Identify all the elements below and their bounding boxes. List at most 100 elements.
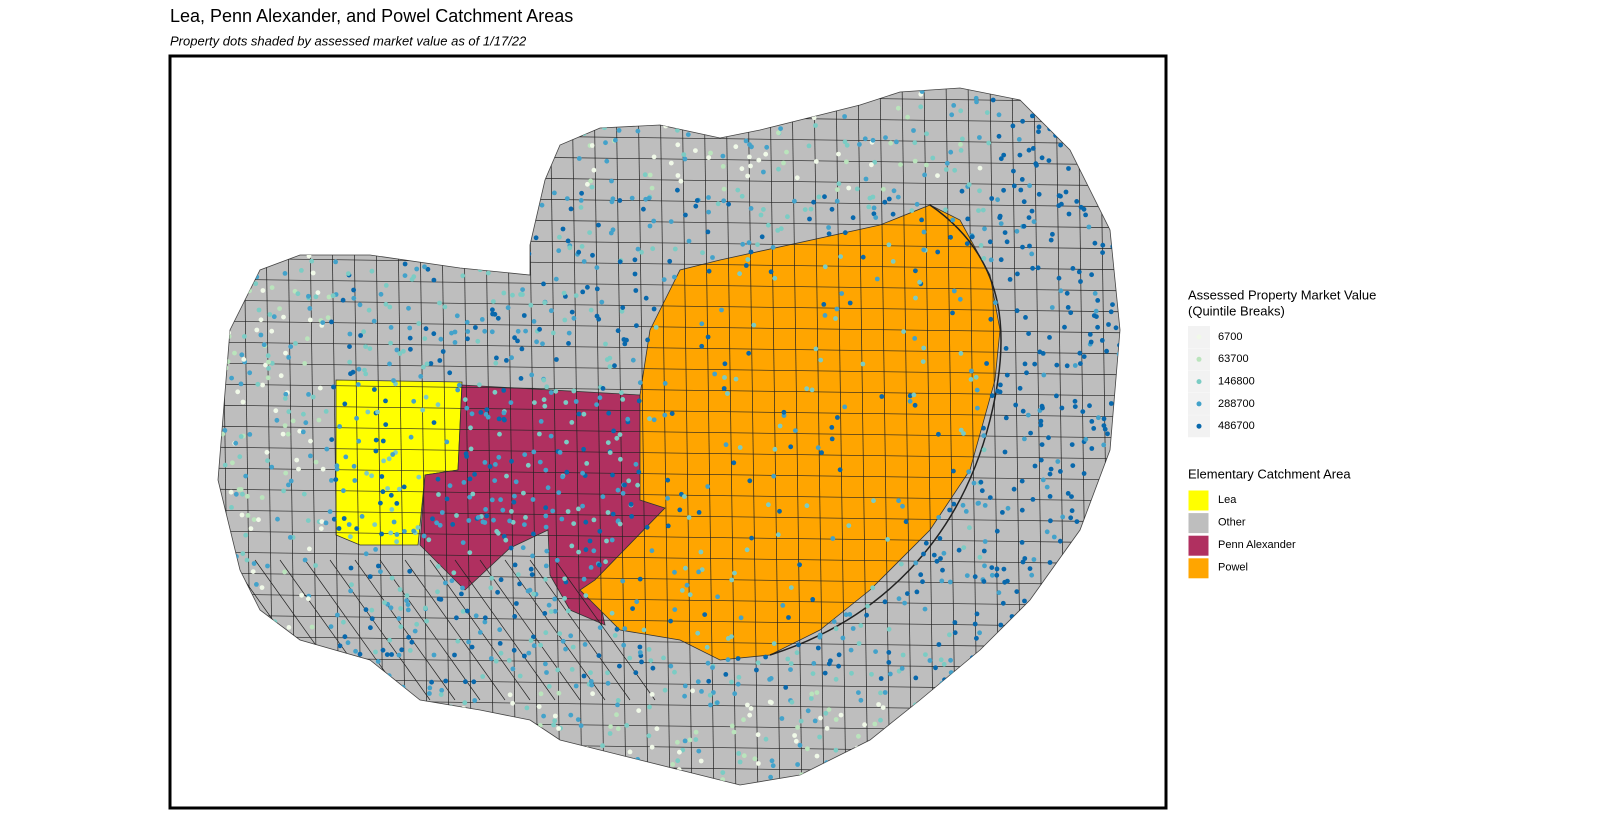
- property-dot: [273, 743, 278, 749]
- property-dot: [337, 424, 342, 429]
- property-dot: [269, 285, 275, 290]
- property-dot: [922, 606, 928, 612]
- property-dot: [421, 533, 427, 539]
- property-dot: [388, 93, 394, 98]
- property-dot: [882, 599, 888, 605]
- property-dot: [318, 218, 324, 224]
- property-dot: [981, 579, 987, 584]
- property-dot: [497, 90, 503, 96]
- property-dot: [265, 458, 270, 464]
- property-dot: [373, 705, 379, 710]
- property-dot: [632, 257, 638, 263]
- property-dot: [914, 589, 920, 595]
- property-dot: [290, 713, 296, 719]
- property-dot: [920, 579, 925, 585]
- property-dot: [1114, 478, 1120, 484]
- property-dot: [1102, 683, 1108, 688]
- property-dot: [1014, 228, 1020, 234]
- property-dot: [958, 351, 964, 356]
- property-dot: [875, 777, 881, 783]
- property-dot: [507, 518, 512, 524]
- property-dot: [752, 100, 758, 106]
- property-dot: [556, 127, 562, 133]
- street: [637, 88, 649, 785]
- property-dot: [1060, 630, 1065, 635]
- property-dot: [520, 545, 526, 551]
- property-dot: [1000, 510, 1005, 515]
- property-dot: [466, 736, 472, 741]
- property-dot: [515, 572, 521, 577]
- property-dot: [1068, 643, 1073, 649]
- property-dot: [1024, 786, 1029, 791]
- property-dot: [862, 136, 868, 142]
- property-dot: [1014, 589, 1020, 594]
- property-dot: [1031, 783, 1037, 785]
- property-dot: [505, 305, 511, 311]
- property-dot: [269, 328, 275, 334]
- property-dot: [833, 626, 839, 632]
- property-dot: [477, 630, 483, 635]
- property-dot: [794, 175, 800, 181]
- property-dot: [401, 484, 407, 490]
- property-dot: [732, 570, 737, 576]
- property-dot: [239, 352, 245, 358]
- property-dot: [1111, 503, 1117, 509]
- property-dot: [299, 268, 304, 273]
- property-dot: [981, 256, 987, 261]
- property-dot: [590, 96, 595, 101]
- property-dot: [913, 268, 918, 274]
- property-dot: [365, 212, 370, 218]
- property-dot: [897, 723, 903, 729]
- street: [218, 278, 1120, 292]
- property-dot: [1004, 734, 1010, 740]
- property-dot: [758, 783, 764, 785]
- property-dot: [492, 173, 498, 179]
- property-dot: [776, 130, 781, 136]
- property-dot: [956, 547, 962, 553]
- property-dot: [834, 306, 840, 312]
- property-dot: [624, 105, 630, 111]
- property-dot: [342, 634, 348, 640]
- property-dot: [759, 234, 765, 240]
- property-dot: [989, 393, 995, 399]
- property-dot: [1082, 537, 1088, 542]
- property-dot: [581, 673, 587, 679]
- property-dot: [320, 320, 326, 325]
- property-dot: [1024, 783, 1029, 785]
- property-dot: [375, 409, 380, 415]
- property-dot: [1034, 666, 1039, 672]
- property-dot: [357, 776, 362, 782]
- property-dot: [298, 781, 304, 785]
- property-dot: [1086, 712, 1092, 718]
- property-dot: [465, 329, 471, 334]
- property-dot: [218, 133, 223, 139]
- property-dot: [797, 562, 802, 568]
- property-dot: [397, 486, 402, 492]
- property-dot: [720, 770, 726, 775]
- property-dot: [614, 435, 620, 441]
- property-dot: [543, 467, 549, 473]
- property-dot: [575, 717, 581, 722]
- property-dot: [839, 291, 845, 296]
- property-dot: [477, 143, 483, 149]
- property-dot: [321, 242, 327, 248]
- property-dot: [280, 738, 286, 744]
- property-dot: [587, 538, 593, 544]
- property-dot: [805, 746, 810, 752]
- property-dot: [371, 92, 376, 98]
- property-dot: [381, 727, 386, 733]
- property-dot: [229, 270, 235, 275]
- property-dot: [1104, 110, 1109, 115]
- property-dot: [943, 207, 948, 213]
- property-dot: [436, 596, 442, 602]
- property-dot: [273, 408, 279, 414]
- property-dot: [637, 380, 643, 386]
- property-dot: [1088, 105, 1094, 111]
- property-dot: [617, 259, 623, 265]
- property-dot: [537, 459, 543, 465]
- property-dot: [620, 490, 626, 496]
- property-dot: [929, 743, 934, 749]
- property-dot: [745, 173, 750, 179]
- property-dot: [431, 331, 437, 337]
- property-dot: [239, 512, 245, 518]
